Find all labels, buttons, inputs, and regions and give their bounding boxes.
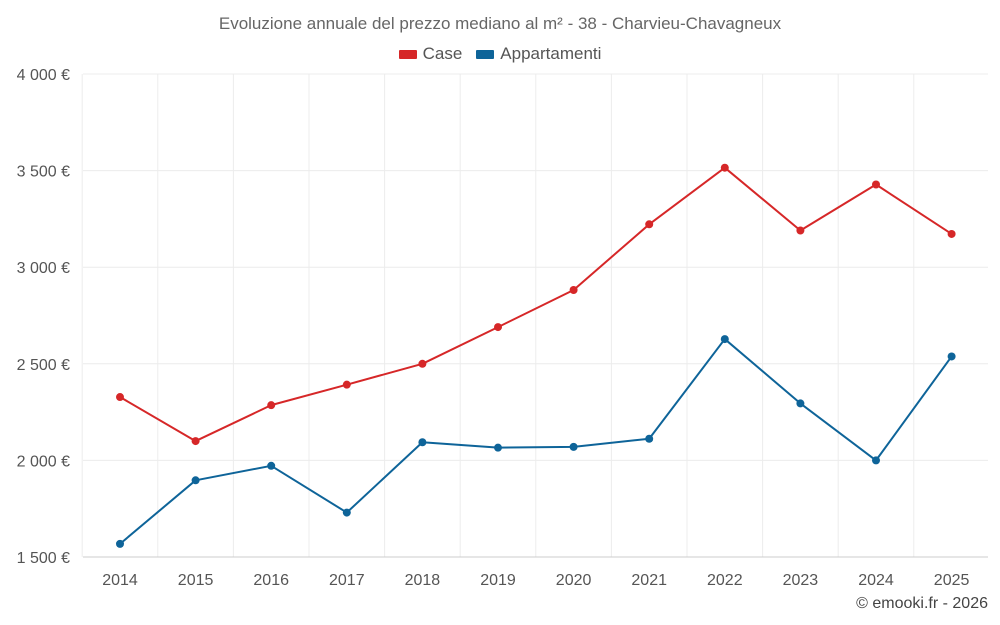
data-point-appartamenti (796, 399, 805, 408)
y-tick-label: 3 500 € (17, 164, 70, 181)
data-point-appartamenti (947, 352, 956, 361)
x-tick-label: 2018 (405, 572, 441, 589)
legend-label-appartamenti: Appartamenti (500, 44, 602, 63)
legend-item-appartamenti[interactable]: Appartamenti (476, 44, 601, 64)
data-point-appartamenti (191, 476, 200, 485)
data-point-appartamenti (494, 443, 502, 452)
x-tick-label: 2020 (556, 572, 592, 589)
series-line-case (119, 166, 953, 443)
y-tick-label: 4 000 € (17, 67, 70, 84)
chart-title: Evoluzione annuale del prezzo mediano al… (218, 14, 782, 33)
data-point-case (418, 359, 427, 368)
data-point-appartamenti (569, 442, 578, 451)
data-point-case (872, 180, 880, 189)
x-tick-label: 2024 (858, 572, 894, 589)
data-point-appartamenti (872, 456, 880, 465)
data-point-case (494, 323, 502, 332)
x-tick-label: 2023 (783, 572, 819, 589)
y-tick-label: 2 000 € (17, 453, 70, 470)
data-point-appartamenti (267, 461, 276, 470)
legend-swatch-appartamenti (476, 49, 495, 59)
data-point-case (796, 226, 805, 235)
x-tick-label: 2017 (329, 572, 365, 589)
data-point-case (720, 163, 729, 172)
x-tick-label: 2025 (934, 572, 970, 589)
x-tick-label: 2016 (253, 572, 289, 589)
y-tick-label: 1 500 € (17, 550, 70, 567)
data-point-appartamenti (720, 335, 729, 344)
data-point-case (645, 220, 654, 229)
data-point-case (569, 285, 578, 294)
data-point-case (947, 229, 956, 238)
y-tick-label: 3 000 € (17, 260, 70, 277)
x-tick-label: 2021 (631, 572, 667, 589)
legend-item-case[interactable]: Case (398, 44, 463, 64)
data-point-appartamenti (645, 434, 654, 443)
data-point-appartamenti (342, 508, 351, 517)
y-tick-label: 2 500 € (17, 357, 70, 374)
x-tick-label: 2019 (480, 572, 516, 589)
x-tick-label: 2014 (102, 572, 138, 589)
x-tick-label: 2022 (707, 572, 743, 589)
data-point-case (267, 401, 276, 410)
legend-label-case: Case (422, 44, 463, 63)
legend-swatch-case (398, 49, 417, 59)
data-point-case (342, 380, 351, 389)
series-line-appartamenti (119, 338, 953, 545)
credit-text: © emooki.fr - 2026 (856, 595, 988, 612)
x-tick-label: 2015 (178, 572, 214, 589)
data-point-appartamenti (418, 438, 427, 447)
data-point-appartamenti (116, 539, 124, 548)
legend: Case Appartamenti (0, 44, 1000, 64)
data-point-case (116, 393, 124, 402)
data-point-case (191, 437, 200, 446)
